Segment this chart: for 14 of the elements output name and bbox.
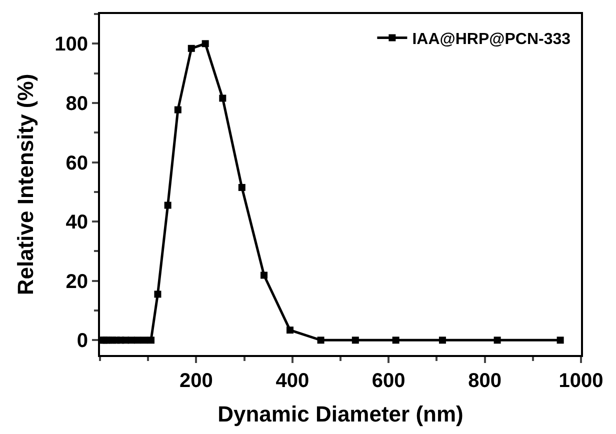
y-tick-label: 40	[66, 212, 88, 234]
y-tick-label: 20	[66, 270, 88, 293]
x-tick-label: 600	[372, 370, 406, 392]
x-tick-label: 400	[276, 370, 310, 392]
x-tick-label: 1000	[558, 370, 604, 392]
y-tick-label: 100	[54, 34, 88, 56]
y-tick-label: 60	[66, 152, 88, 174]
y-axis-title: Relative Intensity (%)	[12, 74, 38, 296]
y-tick-label: 0	[76, 330, 88, 352]
x-tick-label: 200	[180, 370, 213, 392]
x-axis-title: Dynamic Diameter (nm)	[218, 401, 464, 426]
y-tick-label: 80	[66, 92, 88, 115]
x-tick-label: 800	[468, 370, 502, 392]
legend-label: IAA@HRP@PCN-333	[412, 30, 571, 48]
